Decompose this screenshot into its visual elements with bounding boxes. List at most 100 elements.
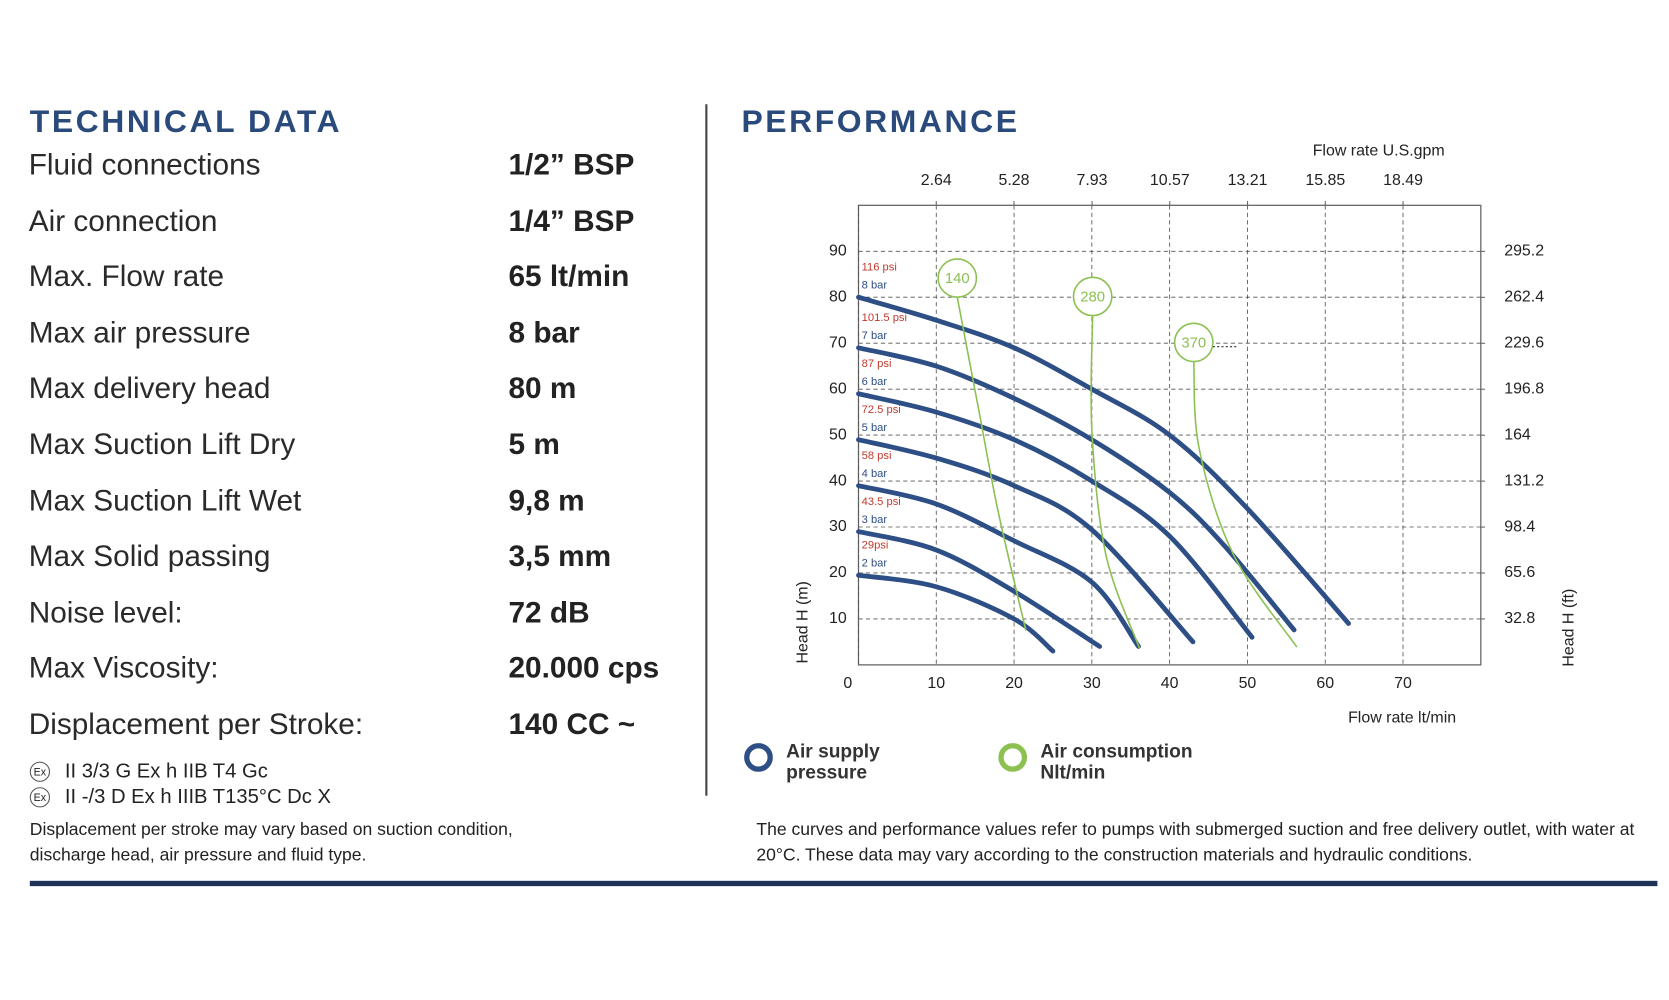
- x-tick-label: 0: [843, 675, 852, 692]
- y2-tick-label: 229.6: [1504, 334, 1544, 351]
- y2-tick-label: 32.8: [1504, 610, 1535, 627]
- pressure-curve: [856, 294, 1351, 626]
- y-tick-label: 20: [829, 564, 847, 581]
- y-axis-label: Head H (m): [794, 581, 811, 663]
- spec-label: Max Suction Lift Wet: [28, 483, 302, 517]
- spec-value: 8 bar: [508, 315, 580, 349]
- y-tick-label: 50: [829, 426, 847, 443]
- x-tick-label: 60: [1316, 675, 1334, 692]
- spec-value: 5 m: [508, 427, 560, 461]
- consumption-curve: [956, 296, 1027, 631]
- y2-tick-label: 262.4: [1504, 289, 1544, 306]
- spec-label: Max Viscosity:: [28, 651, 219, 685]
- spec-label: Max Suction Lift Dry: [28, 427, 296, 461]
- x2-axis-label: Flow rate U.S.gpm: [1313, 142, 1445, 159]
- x-tick-label: 30: [1083, 675, 1101, 692]
- note: Displacement per stroke may vary based o…: [29, 820, 513, 865]
- y2-tick-label: 295.2: [1504, 243, 1544, 260]
- legend-label: Air consumption Nlt/min: [1040, 740, 1193, 783]
- consumption-badge: [1072, 276, 1113, 317]
- legend-swatch: [998, 743, 1028, 772]
- bar-label: 5 bar: [862, 422, 888, 434]
- y2-tick-label: 164: [1504, 426, 1531, 443]
- consumption-label: 280: [1080, 289, 1105, 305]
- pressure-curve: [856, 391, 1255, 640]
- psi-label: 58 psi: [862, 450, 892, 462]
- y-tick-label: 30: [829, 518, 847, 535]
- x2-tick-label: 5.28: [998, 172, 1029, 189]
- spec-label: Displacement per Stroke:: [28, 707, 364, 741]
- section-title: TECHNICAL DATA: [29, 104, 343, 140]
- spec-value: 80 m: [508, 371, 577, 405]
- bar-label: 4 bar: [862, 468, 888, 480]
- spec-label: Noise level:: [28, 595, 183, 629]
- spec-value: 20.000 cps: [508, 651, 660, 685]
- rule: [29, 880, 1658, 887]
- psi-label: 72.5 psi: [862, 404, 901, 416]
- x-tick-label: 50: [1239, 675, 1257, 692]
- bar-label: 3 bar: [862, 514, 888, 526]
- x-tick-label: 40: [1161, 675, 1179, 692]
- spec-value: 72 dB: [508, 595, 590, 629]
- note: The curves and performance values refer …: [756, 820, 1635, 865]
- consumption-curve: [1192, 360, 1298, 648]
- y-tick-label: 40: [829, 472, 847, 489]
- y2-tick-label: 131.2: [1504, 472, 1544, 489]
- y2-tick-label: 65.6: [1504, 564, 1535, 581]
- psi-label: 87 psi: [862, 358, 892, 370]
- psi-label: 116 psi: [862, 261, 897, 273]
- section-title: PERFORMANCE: [741, 104, 1020, 140]
- spec-value: 140 CC ~: [508, 707, 636, 741]
- ex-icon: Ex: [29, 761, 50, 782]
- spec-value: 3,5 mm: [508, 539, 612, 573]
- x-tick-label: 70: [1394, 675, 1412, 692]
- spec-label: Fluid connections: [28, 147, 261, 181]
- bar-label: 8 bar: [862, 279, 888, 291]
- x2-tick-label: 7.93: [1077, 172, 1108, 189]
- x2-tick-label: 18.49: [1383, 172, 1423, 189]
- spec-value: 1/2” BSP: [508, 147, 635, 181]
- x2-tick-label: 15.85: [1305, 172, 1345, 189]
- legend-swatch: [744, 743, 773, 772]
- spec-label: Max delivery head: [28, 371, 271, 405]
- spec-value: 65 lt/min: [508, 259, 630, 293]
- y-tick-label: 10: [829, 610, 847, 627]
- spec-label: Max. Flow rate: [28, 259, 225, 293]
- psi-label: 43.5 psi: [862, 496, 901, 508]
- ex-icon: Ex: [29, 787, 50, 808]
- x-tick-label: 20: [1005, 675, 1023, 692]
- pressure-curve: [856, 437, 1196, 645]
- pressure-curve: [856, 572, 1056, 654]
- spec-label: Max air pressure: [28, 315, 251, 349]
- bar-label: 2 bar: [862, 558, 888, 570]
- certification-text: II -/3 D Ex h IIIB T135°C Dc X: [64, 786, 331, 809]
- certification-text: II 3/3 G Ex h IIB T4 Gc: [64, 760, 268, 783]
- bar-label: 7 bar: [862, 330, 888, 342]
- y-tick-label: 60: [829, 380, 847, 397]
- y-tick-label: 80: [829, 288, 847, 305]
- y-tick-label: 70: [829, 334, 847, 351]
- consumption-badge: [1173, 322, 1214, 363]
- legend-label: Air supply pressure: [786, 740, 880, 783]
- consumption-label: 370: [1181, 335, 1206, 351]
- psi-label: 101.5 psi: [862, 312, 907, 324]
- spec-label: Air connection: [28, 203, 218, 237]
- bar-label: 6 bar: [862, 376, 888, 388]
- y2-tick-label: 196.8: [1504, 380, 1544, 397]
- x2-tick-label: 2.64: [921, 172, 952, 189]
- divider: [705, 104, 708, 796]
- y2-tick-label: 98.4: [1504, 518, 1535, 535]
- y-tick-label: 90: [829, 242, 847, 259]
- certification: Ex II 3/3 G Ex h IIB T4 Gc: [29, 760, 268, 783]
- x2-tick-label: 10.57: [1150, 172, 1190, 189]
- x-tick-label: 10: [927, 675, 945, 692]
- consumption-label: 140: [945, 271, 970, 287]
- spec-value: 1/4” BSP: [508, 203, 635, 237]
- certification: Ex II -/3 D Ex h IIIB T135°C Dc X: [29, 786, 331, 809]
- pressure-curve: [856, 529, 1103, 649]
- spec-value: 9,8 m: [508, 483, 585, 517]
- consumption-badge: [937, 258, 978, 299]
